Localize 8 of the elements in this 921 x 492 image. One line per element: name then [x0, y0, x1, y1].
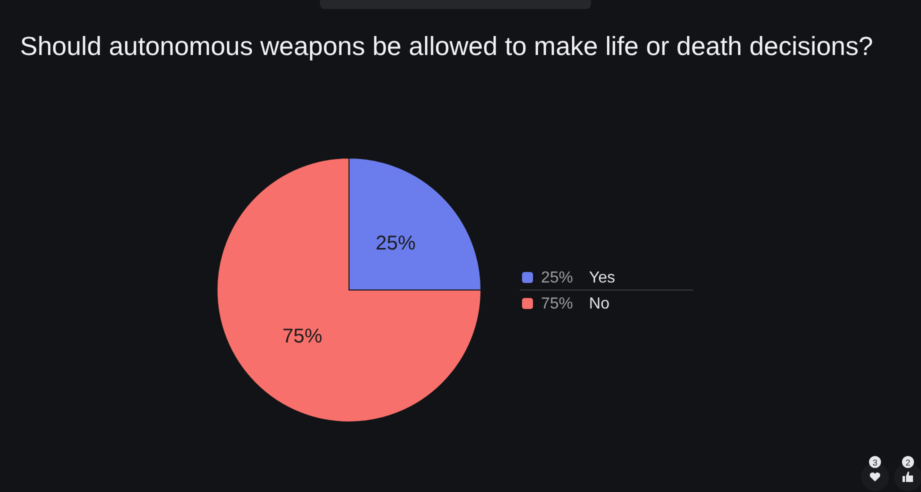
legend-label: 25% Yes: [541, 270, 616, 286]
data-label: 75%: [282, 326, 323, 348]
data-label: 25%: [376, 232, 416, 254]
text: 3: [872, 458, 878, 468]
chart-title: Should autonomous weapons be allowed to make life or death decisions?: [20, 31, 874, 61]
text: 2: [906, 458, 911, 468]
legend-label: 75% No: [541, 296, 610, 312]
pie-slice: [216, 158, 482, 422]
